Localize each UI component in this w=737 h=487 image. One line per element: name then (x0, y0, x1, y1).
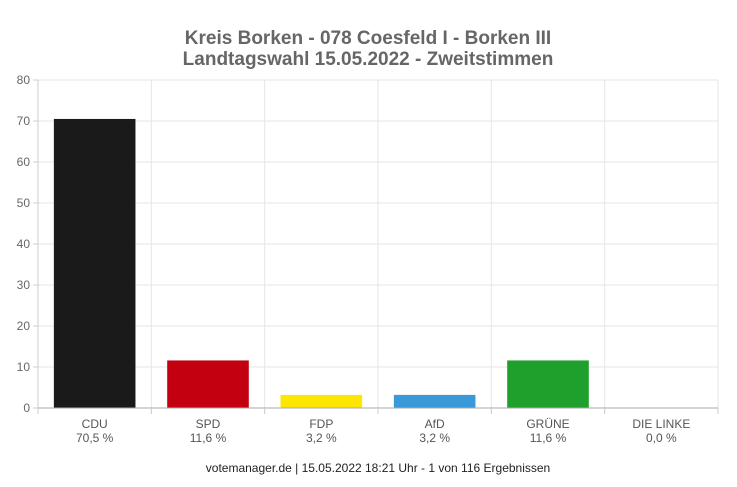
y-tick-label: 60 (17, 155, 31, 169)
chart-title-line-2: Landtagswahl 15.05.2022 - Zweitstimmen (183, 49, 554, 70)
y-tick-label: 70 (17, 114, 31, 128)
x-value-label: 3,2 % (306, 431, 337, 445)
y-tick-label: 30 (17, 278, 31, 292)
footer-source: votemanager.de | 15.05.2022 18:21 Uhr - … (206, 461, 550, 475)
x-category-label: FDP (309, 417, 333, 431)
bar-cdu (53, 118, 136, 408)
bars (53, 118, 589, 408)
y-tick-label: 40 (17, 237, 31, 251)
bar-fdp (280, 394, 363, 408)
bar-afd (393, 394, 476, 408)
y-tick-label: 50 (17, 196, 31, 210)
gridlines (37, 79, 719, 409)
x-category-label: CDU (82, 417, 108, 431)
y-tick-label: 80 (17, 73, 31, 87)
x-category-label: AfD (425, 417, 445, 431)
bar-gr-ne (507, 360, 589, 408)
x-category-label: SPD (196, 417, 221, 431)
x-value-label: 11,6 % (190, 431, 227, 445)
x-value-label: 0,0 % (646, 431, 677, 445)
y-tick-label: 0 (23, 401, 30, 415)
x-value-label: 11,6 % (530, 431, 567, 445)
y-axis: 0 10 20 30 40 50 60 70 80 (17, 73, 39, 415)
x-category-label: GRÜNE (526, 417, 569, 431)
bar-spd (167, 360, 249, 408)
x-value-label: 3,2 % (419, 431, 450, 445)
y-tick-label: 20 (17, 319, 31, 333)
chart-title-line-1: Kreis Borken - 078 Coesfeld I - Borken I… (185, 28, 551, 49)
x-category-label: DIE LINKE (632, 417, 690, 431)
y-tick-label: 10 (17, 360, 31, 374)
x-value-label: 70,5 % (76, 431, 114, 445)
